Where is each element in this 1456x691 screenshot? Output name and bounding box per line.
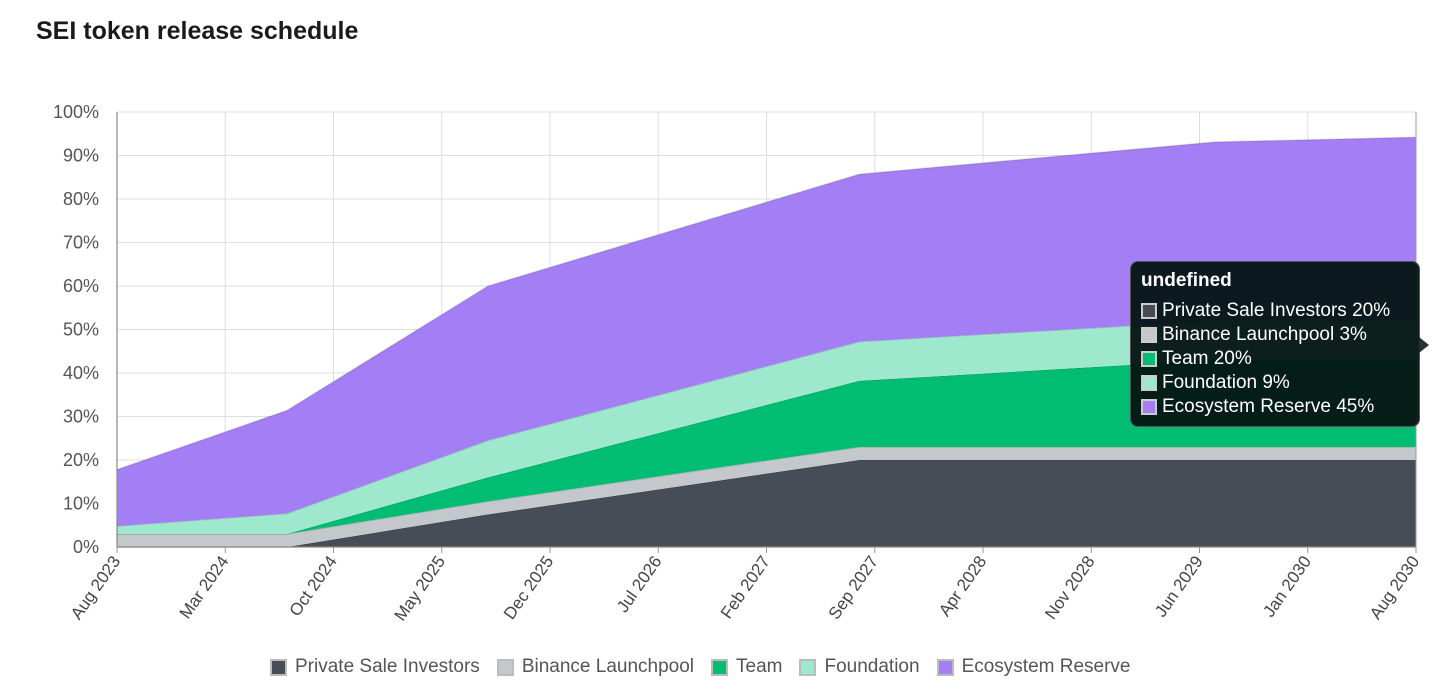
x-tick-label: Mar 2024 bbox=[176, 552, 233, 622]
series-area-foundation bbox=[117, 320, 1416, 534]
tooltip-label: Ecosystem Reserve 45% bbox=[1162, 396, 1375, 417]
legend-label: Binance Launchpool bbox=[521, 656, 695, 677]
x-tick-label: Sep 2027 bbox=[825, 552, 882, 623]
x-tick-label: Nov 2028 bbox=[1041, 552, 1098, 623]
tooltip: undefined Private Sale Investors 20% Bin… bbox=[1130, 261, 1429, 427]
tooltip-label: Foundation 9% bbox=[1162, 372, 1290, 393]
y-tick-label: 40% bbox=[63, 363, 99, 383]
x-tick-label: Apr 2028 bbox=[935, 552, 990, 619]
legend-swatch bbox=[711, 658, 729, 676]
series-area-ecosystem-reserve bbox=[117, 137, 1416, 527]
y-tick-label: 10% bbox=[63, 494, 99, 514]
tooltip-title: undefined bbox=[1141, 270, 1232, 291]
x-tick-label: May 2025 bbox=[391, 552, 449, 624]
y-tick-label: 20% bbox=[63, 450, 99, 470]
y-tick-label: 90% bbox=[63, 146, 99, 166]
tooltip-swatch bbox=[1141, 351, 1157, 367]
y-tick-label: 70% bbox=[63, 233, 99, 253]
series-area-private-sale-investors bbox=[117, 460, 1416, 547]
y-tick-label: 80% bbox=[63, 189, 99, 209]
legend: Private Sale Investors Binance Launchpoo… bbox=[270, 656, 1148, 678]
x-tick-label: Aug 2023 bbox=[67, 552, 124, 623]
legend-item-binance-launchpool[interactable]: Binance Launchpool bbox=[496, 656, 695, 678]
tooltip-row: Team 20% bbox=[1141, 347, 1409, 371]
chart-title: SEI token release schedule bbox=[36, 17, 359, 45]
tooltip-row: Ecosystem Reserve 45% bbox=[1141, 395, 1409, 419]
tooltip-swatch bbox=[1141, 327, 1157, 343]
x-tick-label: Jan 2030 bbox=[1259, 552, 1315, 620]
x-tick-label: Jun 2029 bbox=[1151, 552, 1207, 620]
x-tick-label: Dec 2025 bbox=[500, 552, 557, 623]
tooltip-row: Foundation 9% bbox=[1141, 371, 1409, 395]
legend-label: Ecosystem Reserve bbox=[961, 656, 1131, 677]
legend-swatch bbox=[936, 658, 954, 676]
legend-label: Foundation bbox=[824, 656, 920, 677]
y-tick-label: 30% bbox=[63, 407, 99, 427]
tooltip-label: Private Sale Investors 20% bbox=[1162, 300, 1391, 321]
series-line bbox=[116, 136, 1417, 471]
y-tick-label: 0% bbox=[73, 537, 99, 557]
y-tick-label: 100% bbox=[53, 102, 99, 122]
legend-swatch bbox=[799, 658, 817, 676]
series-area-binance-launchpool bbox=[117, 446, 1416, 547]
x-tick-label: Oct 2024 bbox=[286, 552, 341, 619]
tooltip-row: Binance Launchpool 3% bbox=[1141, 323, 1409, 347]
series-area-team bbox=[117, 359, 1416, 534]
legend-item-ecosystem-reserve[interactable]: Ecosystem Reserve bbox=[936, 656, 1131, 678]
tooltip-label: Team 20% bbox=[1162, 348, 1252, 369]
legend-item-private-sale-investors[interactable]: Private Sale Investors bbox=[270, 656, 480, 678]
x-tick-label: Feb 2027 bbox=[717, 552, 774, 622]
legend-label: Team bbox=[736, 656, 783, 677]
tooltip-row: Private Sale Investors 20% bbox=[1141, 299, 1409, 323]
y-tick-label: 50% bbox=[63, 320, 99, 340]
legend-item-foundation[interactable]: Foundation bbox=[799, 656, 920, 678]
legend-swatch bbox=[270, 658, 287, 676]
tooltip-label: Binance Launchpool 3% bbox=[1162, 324, 1367, 345]
legend-item-team[interactable]: Team bbox=[711, 656, 782, 678]
legend-label: Private Sale Investors bbox=[295, 656, 480, 677]
legend-swatch bbox=[496, 658, 514, 676]
x-tick-label: Aug 2030 bbox=[1366, 552, 1423, 623]
x-tick-label: Jul 2026 bbox=[613, 552, 665, 616]
y-tick-label: 60% bbox=[63, 276, 99, 296]
tooltip-swatch bbox=[1141, 399, 1157, 415]
tooltip-swatch bbox=[1141, 375, 1157, 391]
tooltip-swatch bbox=[1141, 303, 1157, 319]
